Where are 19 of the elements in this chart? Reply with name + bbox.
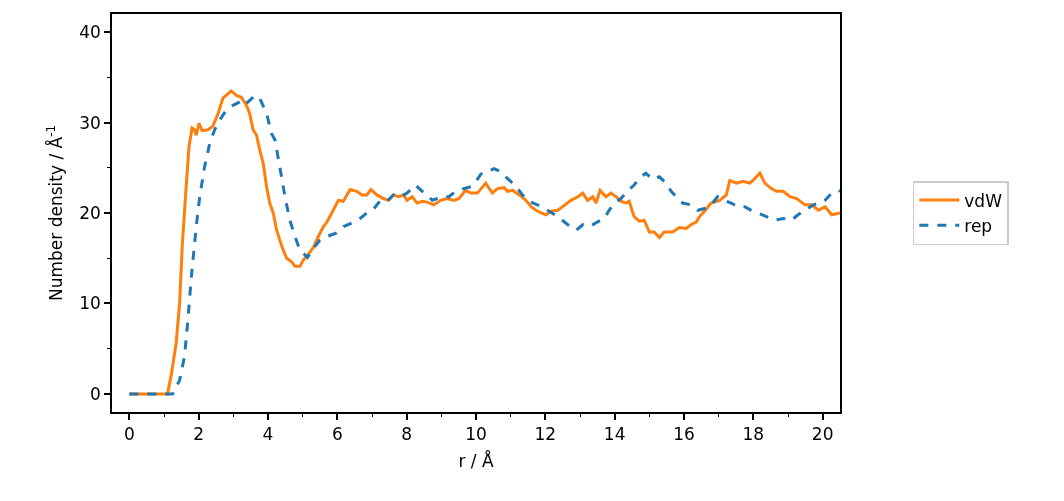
x-tick-label: 18 — [742, 424, 765, 445]
x-tick-label: 2 — [193, 424, 205, 445]
x-tick-label: 14 — [603, 424, 626, 445]
x-axis-title: r / Å — [458, 450, 494, 472]
x-tick-label: 0 — [123, 424, 135, 445]
x-tick-label: 20 — [811, 424, 834, 445]
x-tick-label: 10 — [465, 424, 487, 445]
legend-label: vdW — [964, 190, 1003, 211]
y-tick-label: 0 — [90, 383, 101, 404]
y-tick-label: 20 — [79, 202, 101, 223]
x-tick-label: 16 — [673, 424, 695, 445]
x-tick-label: 12 — [534, 424, 557, 445]
x-tick-label: 4 — [262, 424, 274, 445]
y-tick-label: 10 — [79, 293, 101, 314]
x-tick-label: 8 — [401, 424, 413, 445]
y-tick-label: 30 — [79, 112, 101, 133]
y-tick-label: 40 — [79, 22, 101, 43]
legend-label: rep — [964, 215, 993, 236]
x-tick-label: 6 — [331, 424, 343, 445]
